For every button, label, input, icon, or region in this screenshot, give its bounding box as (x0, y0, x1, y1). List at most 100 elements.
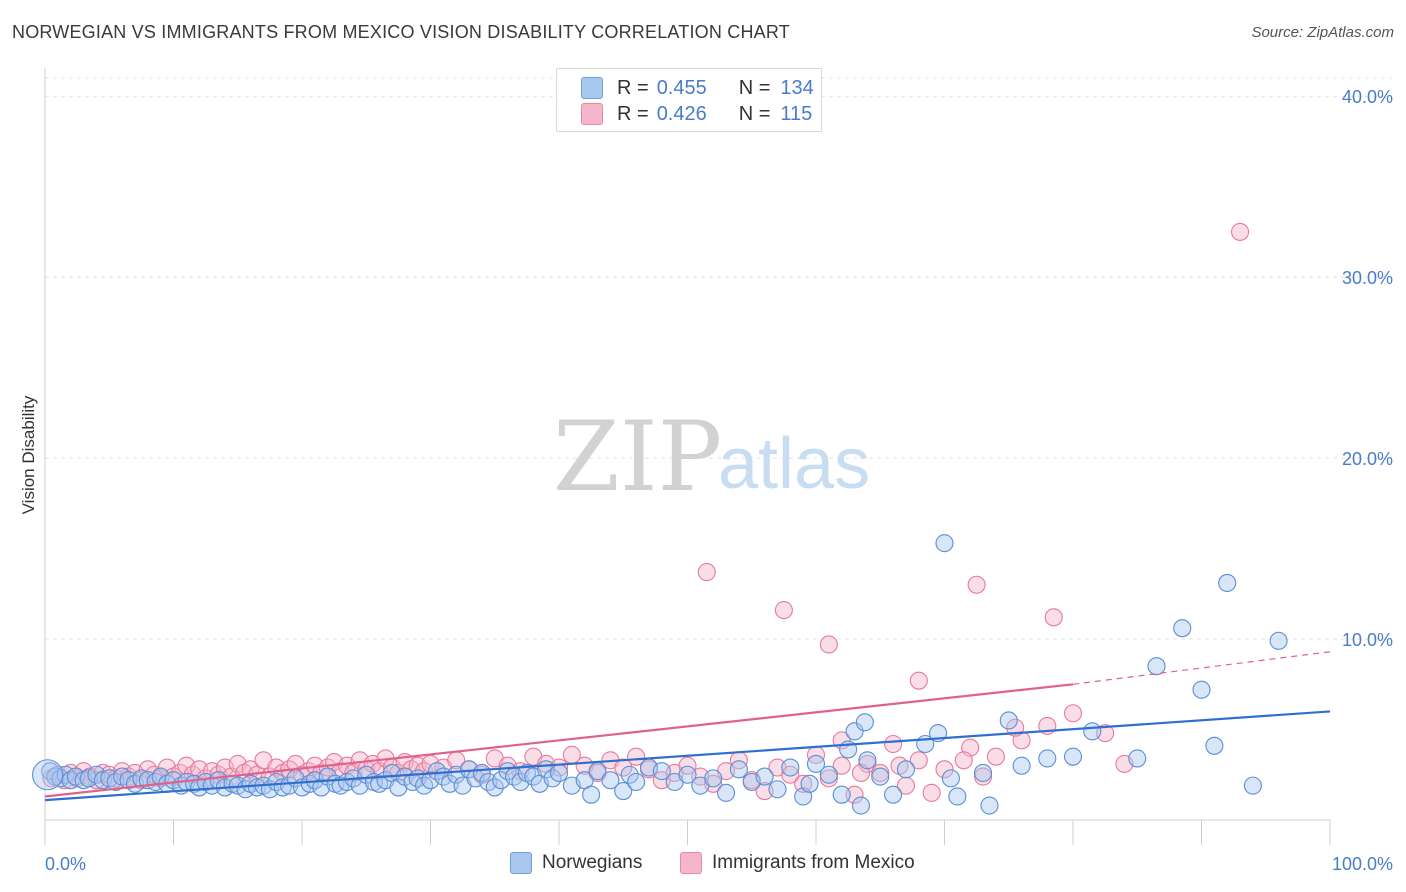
legend: R = 0.455 N = 134 R = 0.426 N = 115 (556, 68, 822, 132)
data-point (1083, 722, 1102, 741)
data-point (948, 787, 967, 806)
legend-n-value: 134 (780, 76, 814, 99)
y-tick-label: 30.0% (1342, 268, 1393, 288)
data-point (614, 758, 633, 777)
trend-lines (44, 651, 1331, 802)
bottom-swatch-norwegians (510, 852, 532, 874)
data-point (781, 765, 800, 784)
data-point (1012, 756, 1031, 775)
x-tick-label: 0.0% (45, 854, 86, 874)
data-point (781, 758, 800, 777)
data-point (819, 765, 838, 784)
bottom-swatch-mexico (680, 852, 702, 874)
data-point (1231, 222, 1250, 241)
data-point (909, 751, 928, 770)
data-point (896, 760, 916, 779)
data-point (1218, 573, 1237, 593)
data-point (855, 713, 874, 732)
source-label: Source: ZipAtlas.com (1251, 24, 1394, 41)
data-point (729, 760, 748, 779)
data-point (851, 796, 871, 815)
data-point (1128, 749, 1147, 768)
data-point (858, 751, 877, 770)
data-point (884, 734, 903, 754)
legend-row-mexico: R = 0.426 N = 115 (581, 102, 812, 126)
data-point (389, 778, 408, 797)
data-point (922, 783, 941, 802)
data-point (973, 763, 993, 783)
data-point (1243, 776, 1262, 795)
watermark-atlas: atlas (718, 424, 870, 504)
data-point (884, 785, 903, 804)
mexico-points (42, 222, 1250, 804)
data-point (806, 754, 826, 773)
legend-row-norwegians: R = 0.455 N = 134 (581, 76, 814, 100)
data-point (41, 762, 60, 781)
data-point (32, 759, 64, 791)
data-point (986, 747, 1005, 766)
data-point (1269, 631, 1288, 650)
data-point (768, 780, 787, 799)
data-point (819, 635, 838, 654)
bottom-legend-label: Immigrants from Mexico (712, 852, 915, 873)
data-point (697, 563, 716, 582)
data-point (845, 785, 864, 804)
y-axis-label: Vision Disability (19, 395, 38, 514)
data-point (716, 783, 736, 802)
x-tick-label: 100.0% (1332, 854, 1393, 874)
data-point (800, 774, 819, 793)
data-point (1192, 680, 1211, 699)
legend-r-value: 0.426 (656, 102, 707, 125)
data-point (755, 767, 774, 786)
data-point (1205, 736, 1224, 755)
data-point (845, 722, 864, 741)
data-point (935, 534, 954, 553)
data-point (704, 769, 723, 788)
norwegian-points (32, 534, 1288, 815)
y-tick-label: 10.0% (1342, 630, 1393, 650)
data-point (954, 751, 973, 770)
legend-swatch-norwegians (581, 77, 603, 99)
legend-n-label: N = (738, 76, 771, 99)
legend-swatch-mexico (581, 103, 603, 125)
y-tick-label: 20.0% (1342, 449, 1393, 469)
data-point (300, 774, 319, 793)
data-point (832, 785, 851, 804)
bottom-legend-norwegians: Norwegians (510, 852, 642, 874)
data-point (1063, 704, 1083, 723)
data-point (935, 760, 954, 779)
chart-title: NORWEGIAN VS IMMIGRANTS FROM MEXICO VISI… (12, 22, 790, 42)
legend-n-value: 115 (780, 102, 813, 125)
data-point (350, 776, 369, 795)
data-point (403, 772, 422, 792)
data-point (1063, 747, 1083, 766)
data-point (1147, 657, 1166, 676)
legend-r-label: R = (617, 76, 649, 99)
tick-labels: 10.0% 20.0% 30.0% 40.0% 0.0% 100.0% (45, 87, 1393, 874)
data-point (146, 772, 165, 792)
data-point (794, 774, 813, 793)
bottom-legend-label: Norwegians (542, 852, 643, 873)
data-point (980, 796, 999, 815)
legend-r-label: R = (617, 102, 649, 125)
data-point (627, 747, 646, 766)
data-point (774, 601, 793, 620)
trend-line-mexico-extension (1072, 651, 1331, 685)
data-point (1044, 608, 1063, 627)
data-point (896, 776, 916, 795)
data-point (941, 769, 960, 788)
data-point (871, 767, 890, 786)
watermark-zip: ZIP (553, 401, 722, 513)
data-point (909, 671, 928, 690)
data-point (485, 778, 504, 797)
data-point (678, 765, 697, 784)
data-point (1173, 619, 1192, 638)
legend-r-value: 0.455 (656, 76, 707, 99)
y-tick-label: 40.0% (1342, 87, 1393, 107)
data-point (582, 785, 601, 804)
trend-line-mexico (44, 683, 1074, 798)
data-point (627, 772, 646, 792)
data-point (312, 778, 331, 797)
data-point (415, 762, 434, 781)
